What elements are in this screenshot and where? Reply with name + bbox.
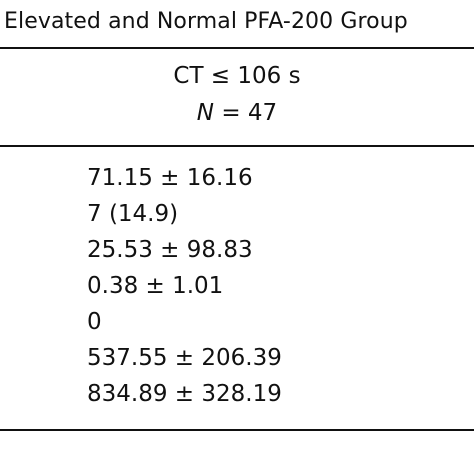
table-cell: 537.55 ± 206.39 — [87, 345, 282, 371]
table-caption: Elevated and Normal PFA-200 Group — [4, 9, 408, 34]
bottom-rule — [0, 429, 474, 431]
column-header-condition: CT ≤ 106 s — [173, 63, 301, 89]
table-cell: 0 — [87, 309, 102, 335]
top-rule — [0, 47, 474, 49]
table-body: 71.15 ± 16.16 7 (14.9) 25.53 ± 98.83 0.3… — [87, 163, 467, 415]
header-rule — [0, 145, 474, 147]
table-cell: 71.15 ± 16.16 — [87, 165, 253, 191]
sample-size-equals: = — [214, 100, 248, 126]
table-cell: 0.38 ± 1.01 — [87, 273, 224, 299]
column-header-sample-size: N = 47 — [0, 99, 474, 127]
sample-size-value: 47 — [247, 100, 278, 126]
table-cell: 25.53 ± 98.83 — [87, 237, 253, 263]
table-cell: 7 (14.9) — [87, 201, 179, 227]
table-cell: 834.89 ± 328.19 — [87, 381, 282, 407]
sample-size-symbol: N — [196, 100, 215, 126]
